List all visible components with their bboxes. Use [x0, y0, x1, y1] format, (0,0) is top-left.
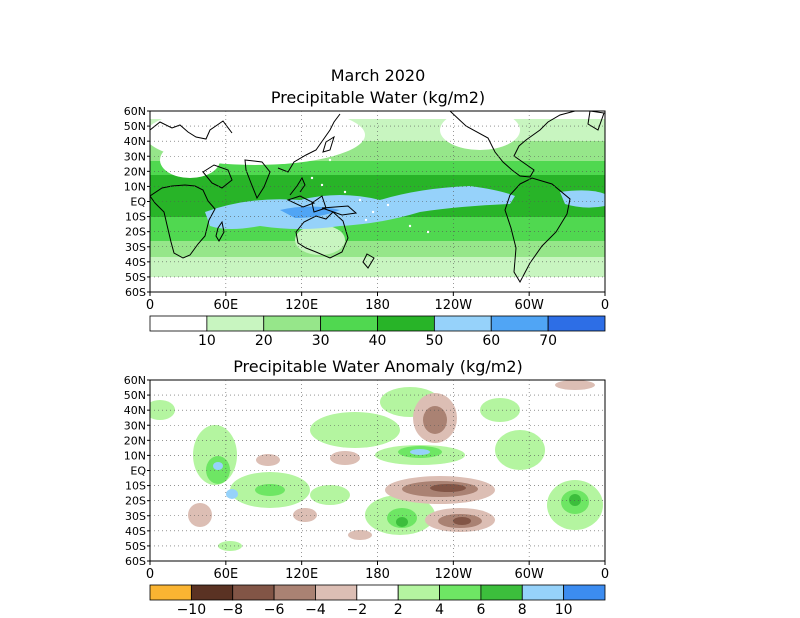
lat-label-bottom: 30N [124, 419, 146, 432]
lat-label-top: 10N [124, 180, 146, 193]
lat-labels-2: 60N 50N 40N 30N 20N 10N EQ 10S 20S 30S 40S 50S 60S [124, 374, 150, 568]
colorbar-swatch [315, 584, 358, 601]
lon-label-top: 180 [365, 298, 390, 313]
lon-label-bottom: 60W [514, 567, 544, 582]
lat-label-top: 50N [124, 120, 146, 133]
colorbar-swatch [206, 315, 265, 332]
lon-label-top: 120E [285, 298, 318, 313]
colorbar-swatch [149, 584, 192, 601]
colorbar-label: 10 [555, 602, 573, 618]
lon-label-bottom: 120W [434, 567, 472, 582]
lat-label-bottom: 50N [124, 389, 146, 402]
lon-label-bottom: 0 [146, 567, 154, 582]
lat-label-top: 20N [124, 165, 146, 178]
colorbar-swatch [263, 315, 322, 332]
colorbar-swatch [397, 584, 440, 601]
lon-label-top: 120W [434, 298, 472, 313]
lat-label-bottom: EQ [130, 465, 146, 478]
colorbar-label: 8 [518, 602, 527, 618]
colorbar-swatch [521, 584, 565, 601]
colorbar-swatch [190, 584, 234, 601]
colorbar-swatch [232, 584, 275, 601]
colorbar-label: 50 [425, 333, 443, 349]
lat-label-bottom: 10N [124, 449, 146, 462]
lat-label-bottom: 40N [124, 404, 146, 417]
lon-labels-1: 0 60E 120E 180 120W 60W 0 [146, 292, 609, 313]
colorbar-label: 4 [435, 602, 444, 618]
lat-label-top: 30N [124, 150, 146, 163]
colorbar-label: −10 [177, 602, 207, 618]
panel1-title: Precipitable Water (kg/m2) [271, 88, 485, 107]
lat-label-top: 30S [125, 241, 146, 254]
colorbar-swatch [320, 315, 378, 332]
colorbar-label: 70 [539, 333, 557, 349]
lat-label-bottom: 60N [124, 374, 146, 387]
colorbar-swatch [433, 315, 492, 332]
lat-label-top: 50S [125, 271, 146, 284]
colorbar-anomaly: −10 −8 −6 −4 −2 2 4 6 8 10 [149, 584, 606, 618]
lat-label-top: 10S [125, 211, 146, 224]
lon-label-top: 60E [213, 298, 238, 313]
colorbar-swatch [377, 315, 435, 332]
lat-label-bottom: 20S [125, 495, 146, 508]
lat-label-top: 20S [125, 226, 146, 239]
precipitable-water-anomaly-map: 60N 50N 40N 30N 20N 10N EQ 10S 20S 30S 40S 50S 60S 0… [124, 374, 609, 582]
lat-labels-1: 60N 50N 40N 30N 20N 10N EQ 10S 20S 30S 40S 50S 60S [124, 105, 150, 299]
lat-label-bottom: 30S [125, 510, 146, 523]
lat-label-top: 40N [124, 135, 146, 148]
colorbar-swatch [490, 315, 549, 332]
lon-label-top: 0 [146, 298, 154, 313]
lat-label-bottom: 50S [125, 540, 146, 553]
colorbar-label: −6 [264, 602, 285, 618]
colorbar-label: 2 [394, 602, 403, 618]
colorbar-swatch [563, 584, 606, 601]
lon-label-top: 0 [601, 298, 609, 313]
colorbar-label: 20 [255, 333, 273, 349]
lat-label-top: EQ [130, 196, 146, 209]
colorbar-swatch [356, 584, 399, 601]
lat-label-top: 60S [125, 286, 146, 299]
colorbar-label: 6 [476, 602, 485, 618]
colorbar-swatch [273, 584, 316, 601]
colorbar-swatch [547, 315, 606, 332]
colorbar-label: 10 [198, 333, 216, 349]
panel2-title: Precipitable Water Anomaly (kg/m2) [233, 357, 523, 376]
lat-label-bottom: 20N [124, 434, 146, 447]
lon-labels-2: 0 60E 120E 180 120W 60W 0 [146, 561, 609, 582]
figure-title: March 2020 [331, 66, 426, 85]
colorbar-swatch [439, 584, 482, 601]
lon-label-bottom: 60E [213, 567, 238, 582]
lon-label-bottom: 120E [285, 567, 318, 582]
colorbar-swatch [149, 315, 208, 332]
lat-label-bottom: 10S [125, 480, 146, 493]
colorbar-label: −2 [346, 602, 367, 618]
lat-label-bottom: 40S [125, 525, 146, 538]
lon-label-top: 60W [514, 298, 544, 313]
lat-label-top: 60N [124, 105, 146, 118]
lat-label-bottom: 60S [125, 555, 146, 568]
colorbar-label: 40 [369, 333, 387, 349]
colorbar-swatch [480, 584, 523, 601]
colorbar-precipitable-water: 10 20 30 40 50 60 70 [149, 315, 606, 349]
lon-label-bottom: 0 [601, 567, 609, 582]
lat-label-top: 40S [125, 256, 146, 269]
precipitable-water-map: 60N 50N 40N 30N 20N 10N EQ 10S 20S 30S 40S 50S 60S 0… [124, 105, 609, 313]
colorbar-label: 30 [312, 333, 330, 349]
colorbar-label: −8 [222, 602, 243, 618]
colorbar-label: −4 [305, 602, 326, 618]
lon-label-bottom: 180 [365, 567, 390, 582]
colorbar-label: 60 [482, 333, 500, 349]
